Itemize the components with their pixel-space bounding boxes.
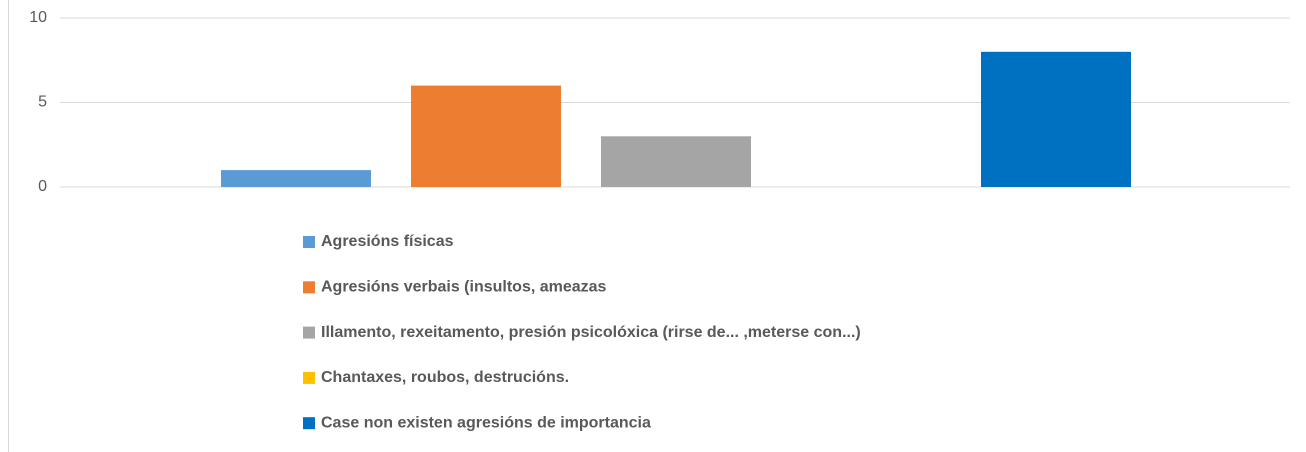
y-tick-label: 10 (29, 9, 47, 26)
y-tick-label: 0 (38, 178, 47, 195)
bar (981, 51, 1131, 187)
bar (411, 85, 561, 187)
legend-label: Illamento, rexeitamento, presión psicoló… (321, 324, 861, 341)
bar (221, 170, 371, 187)
legend-label: Agresións verbais (insultos, ameazas (321, 279, 607, 296)
legend-swatch (303, 417, 315, 430)
legend-swatch (303, 326, 315, 339)
legend-swatch (303, 371, 315, 384)
y-tick-label: 5 (38, 94, 47, 111)
legend-label: Agresións físicas (321, 233, 454, 250)
legend-label: Case non existen agresións de importanci… (321, 414, 651, 431)
legend-swatch (303, 281, 315, 294)
legend-swatch (303, 236, 315, 248)
bar (601, 136, 751, 187)
legend-label: Chantaxes, roubos, destrucións. (321, 369, 569, 386)
